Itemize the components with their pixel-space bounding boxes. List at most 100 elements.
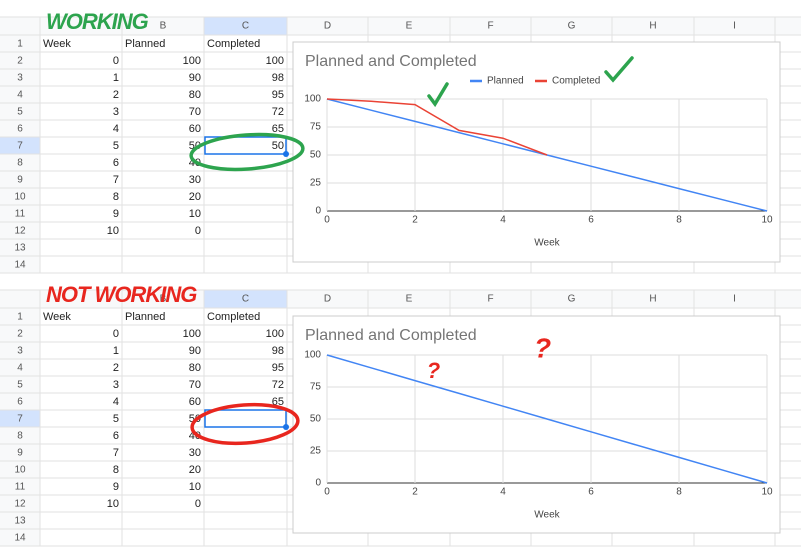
cell: 1 [113, 345, 119, 357]
cell: 20 [189, 191, 201, 203]
column-header: H [649, 294, 656, 305]
column-header-bar [0, 17, 801, 35]
cell: 3 [113, 106, 119, 118]
x-axis-label: Week [534, 510, 560, 521]
cell: 8 [113, 464, 119, 476]
cell: 5 [113, 140, 119, 152]
cell: 4 [113, 123, 119, 135]
cell: Planned [125, 38, 165, 50]
x-tick-label: 2 [412, 487, 418, 498]
column-header: F [487, 21, 493, 32]
column-header: G [568, 294, 576, 305]
cell: 10 [107, 225, 119, 237]
cell: Week [43, 38, 71, 50]
cell: 30 [189, 447, 201, 459]
x-tick-label: 6 [588, 215, 594, 226]
column-header: I [733, 294, 736, 305]
x-tick-label: 0 [324, 487, 330, 498]
cell: Week [43, 311, 71, 323]
column-header: B [160, 294, 167, 305]
column-header: E [406, 21, 413, 32]
row-header: 9 [17, 448, 23, 459]
cell: 1 [113, 72, 119, 84]
cell: 100 [183, 328, 201, 340]
cell: 50 [189, 140, 201, 152]
row-header: 8 [17, 431, 23, 442]
cell: 65 [272, 123, 284, 135]
cell: 70 [189, 379, 201, 391]
column-header: B [160, 21, 167, 32]
fill-handle [283, 151, 289, 157]
selected-row-header [0, 410, 40, 427]
y-tick-label: 75 [310, 382, 322, 393]
y-tick-label: 50 [310, 150, 322, 161]
cell: 95 [272, 362, 284, 374]
selected-column-header [204, 290, 287, 308]
row-header: 14 [14, 260, 26, 271]
check-mark [427, 82, 449, 108]
annotation: NOT WORKING [46, 282, 197, 307]
column-header: C [242, 294, 249, 305]
y-tick-label: 25 [310, 178, 322, 189]
cell: 9 [113, 208, 119, 220]
legend-label: Planned [487, 76, 524, 87]
cell: Planned [125, 311, 165, 323]
cell: 0 [195, 498, 201, 510]
cell: 80 [189, 362, 201, 374]
cell: 72 [272, 106, 284, 118]
row-header: 4 [17, 90, 23, 101]
hand-circle [190, 402, 300, 446]
cell: 100 [266, 328, 284, 340]
row-header: 3 [17, 73, 23, 84]
selected-column-header [204, 17, 287, 35]
column-header: C [242, 21, 249, 32]
column-header: H [649, 21, 656, 32]
y-tick-label: 100 [304, 350, 321, 361]
cell: 10 [107, 498, 119, 510]
cell: 10 [189, 208, 201, 220]
question-mark: ? [427, 358, 440, 383]
cell: 8 [113, 191, 119, 203]
x-tick-label: 10 [761, 487, 773, 498]
cell: 0 [113, 55, 119, 67]
x-tick-label: 8 [676, 215, 682, 226]
row-header: 2 [17, 329, 23, 340]
y-tick-label: 50 [310, 414, 322, 425]
selected-cell [204, 409, 287, 428]
legend-label: Completed [552, 76, 600, 87]
row-header: 1 [17, 39, 23, 50]
row-header: 10 [14, 192, 26, 203]
row-header: 5 [17, 107, 23, 118]
row-header: 6 [17, 397, 23, 408]
x-tick-label: 10 [761, 215, 773, 226]
cell: 0 [195, 225, 201, 237]
cell: 60 [189, 123, 201, 135]
row-header: 13 [14, 243, 26, 254]
cell: 7 [113, 174, 119, 186]
row-header: 2 [17, 56, 23, 67]
y-tick-label: 75 [310, 122, 322, 133]
row-header: 3 [17, 346, 23, 357]
row-header: 12 [14, 499, 26, 510]
y-tick-label: 0 [315, 478, 321, 489]
x-tick-label: 2 [412, 215, 418, 226]
column-header: E [406, 294, 413, 305]
cell: 10 [189, 481, 201, 493]
column-header: D [324, 21, 331, 32]
selected-row-header [0, 137, 40, 154]
hand-circle [189, 132, 305, 172]
column-header: I [733, 21, 736, 32]
selected-cell [204, 136, 287, 155]
cell: 6 [113, 430, 119, 442]
x-tick-label: 4 [500, 215, 506, 226]
cell: 5 [113, 413, 119, 425]
chart-title: Planned and Completed [305, 327, 477, 344]
cell: 60 [189, 396, 201, 408]
cell: 80 [189, 89, 201, 101]
row-header: 9 [17, 175, 23, 186]
row-header: 14 [14, 533, 26, 544]
cell: 70 [189, 106, 201, 118]
